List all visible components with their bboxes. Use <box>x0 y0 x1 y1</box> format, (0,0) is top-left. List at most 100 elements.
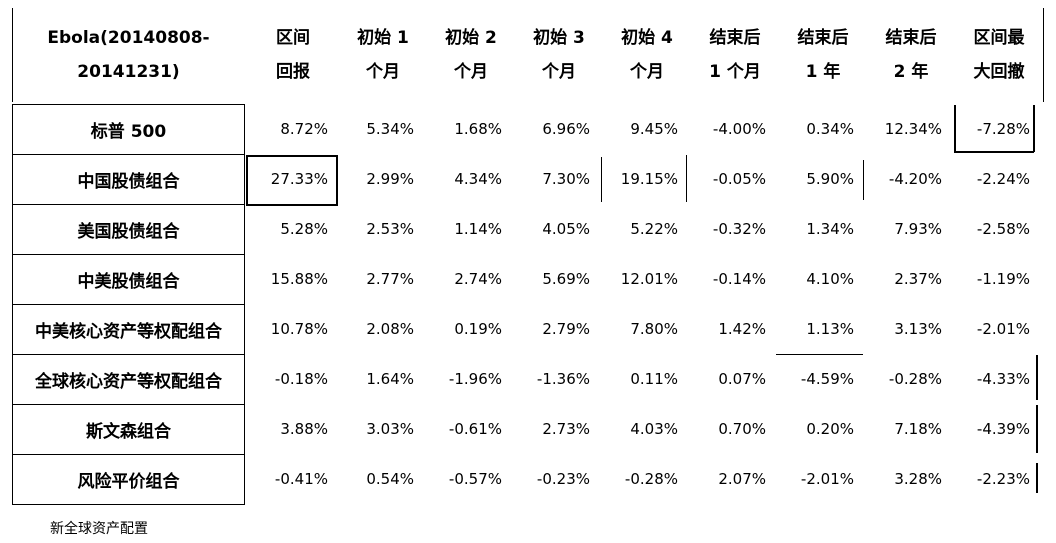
row-value-cell: 19.15% <box>620 170 678 188</box>
row-value-cell: 0.07% <box>718 370 766 388</box>
row-value-cell: 2.79% <box>542 320 590 338</box>
row-name-cell: 中美核心资产等权配组合 <box>12 304 245 355</box>
row-value-cell: 0.11% <box>630 370 678 388</box>
table-row: 斯文森组合 3.88% 3.03% -0.61% 2.73% 4.03% 0.7… <box>0 404 1056 455</box>
row-name-cell: 中国股债组合 <box>12 154 245 205</box>
row-value-cell: 5.90% <box>806 170 854 188</box>
header-col-6-line1: 结束后 <box>709 28 761 48</box>
row-value-cell: 6.96% <box>542 120 590 138</box>
row-value-cell: 0.19% <box>454 320 502 338</box>
row-value-cell: 1.42% <box>718 320 766 338</box>
row-value-cell: 3.13% <box>894 320 942 338</box>
border-fragment <box>1036 463 1038 493</box>
row-value-cell: 12.01% <box>620 270 678 288</box>
header-col-4: 初始 3 个月 <box>515 8 603 102</box>
row-value-cell: -4.33% <box>976 370 1030 388</box>
header-col-9-line1: 区间最 <box>973 28 1025 48</box>
row-value-cell: 4.10% <box>806 270 854 288</box>
row-value-cell: 0.34% <box>806 120 854 138</box>
row-value-cell: 9.45% <box>630 120 678 138</box>
row-value-cell: 5.22% <box>630 220 678 238</box>
header-col-2-line1: 初始 1 <box>357 28 409 48</box>
row-value-cell: -4.00% <box>712 120 766 138</box>
header-col-8-line2: 2 年 <box>893 62 929 82</box>
row-value-cell: -2.23% <box>976 470 1030 488</box>
header-col-5: 初始 4 个月 <box>603 8 691 102</box>
row-value-cell: 1.13% <box>806 320 854 338</box>
row-value-cell: -0.57% <box>448 470 502 488</box>
row-value-cell: 0.20% <box>806 420 854 438</box>
header-col-1-line2: 回报 <box>276 62 310 82</box>
row-value-cell: 2.77% <box>366 270 414 288</box>
header-col-7-line2: 1 年 <box>805 62 841 82</box>
row-name-cell: 中美股债组合 <box>12 254 245 305</box>
row-value-cell: -0.32% <box>712 220 766 238</box>
row-value-cell: -0.18% <box>274 370 328 388</box>
header-col-2-line2: 个月 <box>366 62 400 82</box>
border-fragment <box>1033 105 1035 152</box>
header-col-5-line2: 个月 <box>630 62 664 82</box>
border-fragment <box>1036 405 1038 453</box>
header-col-7-line1: 结束后 <box>797 28 849 48</box>
row-value-cell: 12.34% <box>884 120 942 138</box>
header-col-4-line2: 个月 <box>542 62 576 82</box>
header-col-5-line1: 初始 4 <box>621 28 673 48</box>
row-value-cell: -2.24% <box>976 170 1030 188</box>
table-row: 中美核心资产等权配组合 10.78% 2.08% 0.19% 2.79% 7.8… <box>0 304 1056 355</box>
row-value-cell: -0.28% <box>624 470 678 488</box>
border-fragment <box>1036 355 1038 400</box>
table-row: 风险平价组合 -0.41% 0.54% -0.57% -0.23% -0.28%… <box>0 454 1056 505</box>
header-title-line2: 20141231) <box>77 62 180 82</box>
row-value-cell: -2.01% <box>976 320 1030 338</box>
row-value-cell: -2.58% <box>976 220 1030 238</box>
header-col-3-line1: 初始 2 <box>445 28 497 48</box>
row-value-cell: -4.20% <box>888 170 942 188</box>
header-col-6-line2: 1 个月 <box>709 62 761 82</box>
row-value-cell: -4.39% <box>976 420 1030 438</box>
table-header: Ebola(20140808- 20141231) 区间 回报 初始 1 个月 … <box>12 8 1044 102</box>
header-col-4-line1: 初始 3 <box>533 28 585 48</box>
row-value-cell: 5.34% <box>366 120 414 138</box>
border-fragment <box>601 157 602 202</box>
border-fragment <box>954 151 1034 153</box>
header-col-8: 结束后 2 年 <box>867 8 955 102</box>
table-row: 标普 500 8.72% 5.34% 1.68% 6.96% 9.45% -4.… <box>0 104 1056 155</box>
row-value-cell: 2.53% <box>366 220 414 238</box>
row-value-cell: 2.07% <box>718 470 766 488</box>
row-value-cell: 2.74% <box>454 270 502 288</box>
row-value-cell: -0.28% <box>888 370 942 388</box>
header-col-2: 初始 1 个月 <box>339 8 427 102</box>
table-row: 美国股债组合 5.28% 2.53% 1.14% 4.05% 5.22% -0.… <box>0 204 1056 255</box>
row-value-cell: 0.70% <box>718 420 766 438</box>
row-value-cell: 2.99% <box>366 170 414 188</box>
header-title-line1: Ebola(20140808- <box>47 28 210 48</box>
row-value-cell: 1.14% <box>454 220 502 238</box>
cell-highlight-line <box>776 354 863 405</box>
row-value-cell: 7.30% <box>542 170 590 188</box>
row-value-cell: 3.88% <box>280 420 328 438</box>
row-value-cell: 7.18% <box>894 420 942 438</box>
row-value-cell: -0.23% <box>536 470 590 488</box>
table-row: 全球核心资产等权配组合 -0.18% 1.64% -1.96% -1.36% 0… <box>0 354 1056 405</box>
header-col-3: 初始 2 个月 <box>427 8 515 102</box>
row-value-cell: 5.69% <box>542 270 590 288</box>
border-fragment <box>863 160 864 200</box>
row-value-cell: -0.61% <box>448 420 502 438</box>
row-value-cell: 4.03% <box>630 420 678 438</box>
row-value-cell: 7.93% <box>894 220 942 238</box>
header-col-6: 结束后 1 个月 <box>691 8 779 102</box>
row-name-cell: 美国股债组合 <box>12 204 245 255</box>
row-value-cell: 2.73% <box>542 420 590 438</box>
header-col-3-line2: 个月 <box>454 62 488 82</box>
header-col-1-line1: 区间 <box>276 28 310 48</box>
table-row: 中国股债组合 27.33% 2.99% 4.34% 7.30% 19.15% -… <box>0 154 1056 205</box>
row-value-cell: 4.05% <box>542 220 590 238</box>
row-name-cell: 风险平价组合 <box>12 454 245 505</box>
source-note: 新全球资产配置 <box>50 521 148 537</box>
row-value-cell: 5.28% <box>280 220 328 238</box>
row-value-cell: -0.14% <box>712 270 766 288</box>
row-value-cell: -1.19% <box>976 270 1030 288</box>
row-value-cell: 2.37% <box>894 270 942 288</box>
row-value-cell: -0.05% <box>712 170 766 188</box>
border-fragment <box>954 105 956 152</box>
